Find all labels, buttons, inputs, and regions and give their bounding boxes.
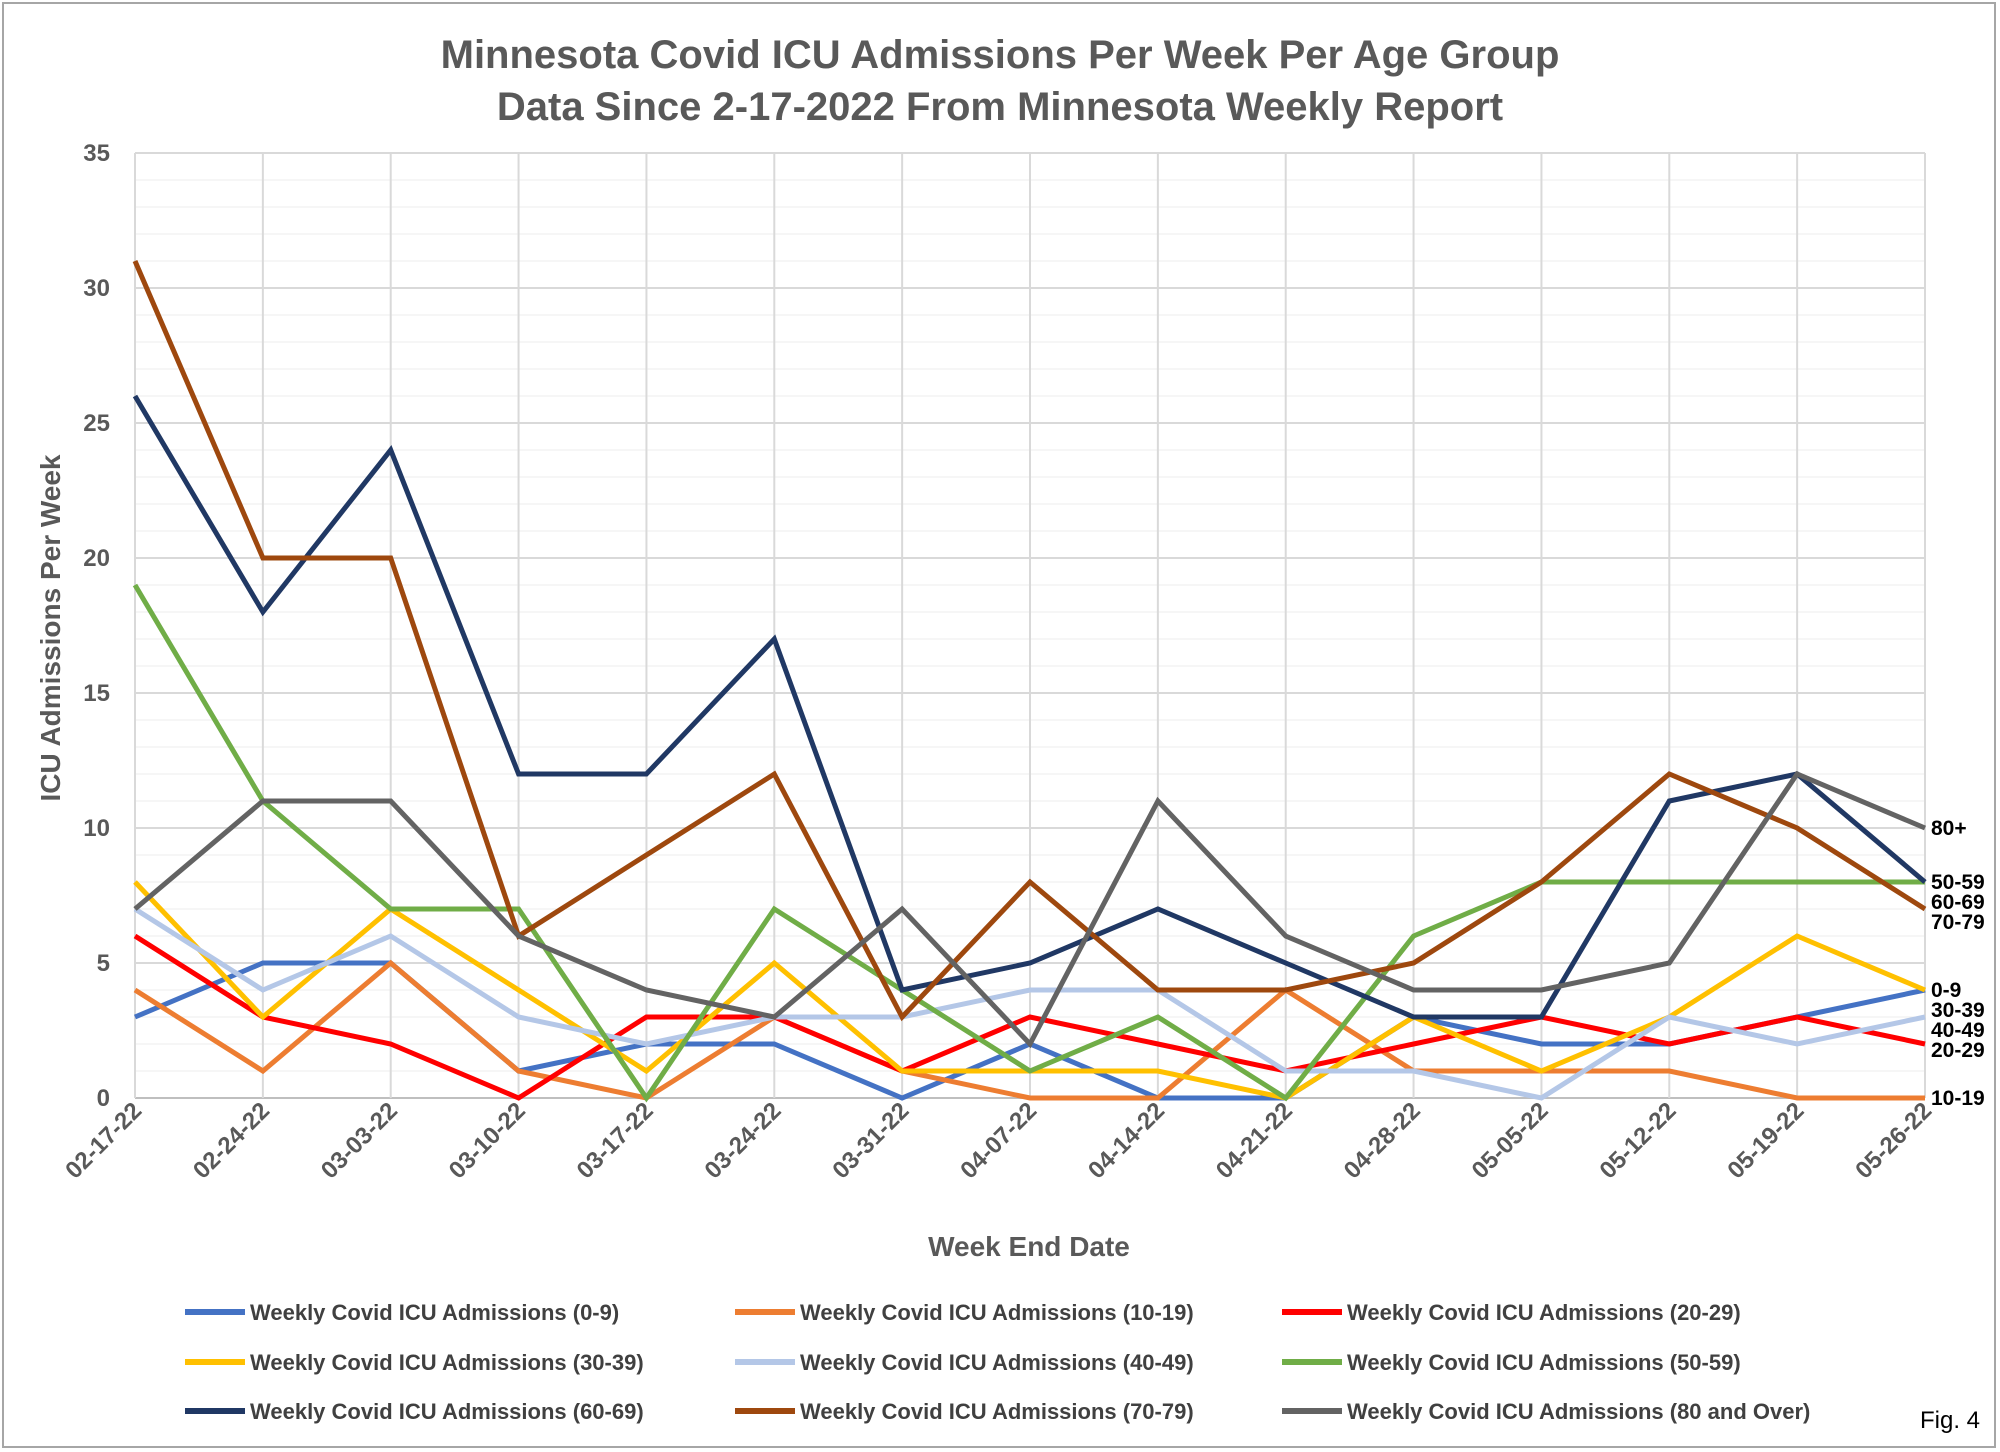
x-tick-label: 03-17-22	[572, 1097, 659, 1184]
legend-entry: Weekly Covid ICU Admissions (70-79)	[800, 1399, 1194, 1424]
series-end-label: 70-79	[1931, 911, 1985, 934]
series-lines	[132, 260, 1927, 1103]
series-end-label: 50-59	[1931, 871, 1985, 894]
x-axis-label: Week End Date	[928, 1231, 1130, 1262]
x-axis-ticks: 02-17-22 02-24-22 03-03-22 03-10-22 03-17-22…	[60, 1097, 1937, 1184]
y-tick-label: 25	[83, 410, 110, 437]
series-line-70-79	[132, 260, 1927, 1022]
x-tick-label: 05-19-22	[1722, 1097, 1809, 1184]
y-tick-label: 20	[83, 545, 110, 572]
x-tick-label: 04-28-22	[1339, 1097, 1426, 1184]
y-tick-label: 5	[97, 950, 110, 977]
series-end-label: 80+	[1931, 817, 1967, 840]
y-tick-label: 35	[83, 140, 110, 167]
series-line-10-19	[133, 959, 1925, 1101]
legend-entry: Weekly Covid ICU Admissions (80 and Over…	[1347, 1399, 1810, 1424]
x-tick-label: 05-26-22	[1850, 1097, 1937, 1184]
x-tick-label: 05-05-22	[1467, 1097, 1554, 1184]
y-axis-label: ICU Admissions Per Week	[35, 454, 66, 801]
y-tick-label: 0	[97, 1085, 110, 1112]
series-end-label: 20-29	[1931, 1039, 1985, 1062]
x-tick-label: 04-07-22	[955, 1097, 1042, 1184]
y-tick-label: 30	[83, 275, 110, 302]
legend-entry: Weekly Covid ICU Admissions (40-49)	[800, 1350, 1194, 1375]
series-line-60-69	[132, 394, 1927, 1020]
x-tick-label: 02-24-22	[188, 1097, 275, 1184]
series-line-80-plus	[133, 770, 1926, 1049]
y-tick-label: 10	[83, 815, 110, 842]
x-tick-label: 03-03-22	[316, 1097, 403, 1184]
legend-entry: Weekly Covid ICU Admissions (20-29)	[1347, 1300, 1741, 1325]
chart-title-line-2: Data Since 2-17-2022 From Minnesota Week…	[497, 85, 1503, 129]
series-end-label: 10-19	[1931, 1087, 1985, 1110]
gridlines	[134, 152, 1926, 1099]
legend-entry: Weekly Covid ICU Admissions (0-9)	[250, 1300, 619, 1325]
y-tick-label: 15	[83, 680, 110, 707]
series-end-label: 0-9	[1931, 979, 1961, 1002]
x-tick-label: 04-21-22	[1211, 1097, 1298, 1184]
legend-entry: Weekly Covid ICU Admissions (30-39)	[250, 1350, 644, 1375]
series-end-label: 30-39	[1931, 999, 1985, 1022]
series-line-50-59	[132, 583, 1925, 1103]
legend-entry: Weekly Covid ICU Admissions (10-19)	[800, 1300, 1194, 1325]
series-end-label: 40-49	[1931, 1019, 1985, 1042]
x-tick-label: 03-10-22	[444, 1097, 531, 1184]
chart-title-line-1: Minnesota Covid ICU Admissions Per Week …	[441, 33, 1560, 77]
legend-entry: Weekly Covid ICU Admissions (60-69)	[250, 1399, 644, 1424]
legend: Weekly Covid ICU Admissions (0-9) Weekly …	[185, 1300, 1810, 1424]
x-tick-label: 04-14-22	[1083, 1097, 1170, 1184]
x-tick-label: 05-12-22	[1594, 1097, 1681, 1184]
y-axis-ticks: 0 5 10 15 20 25 30 35	[83, 140, 110, 1112]
series-end-label: 60-69	[1931, 891, 1985, 914]
legend-entry: Weekly Covid ICU Admissions (50-59)	[1347, 1350, 1741, 1375]
x-tick-label: 03-24-22	[699, 1097, 786, 1184]
series-line-40-49	[133, 906, 1926, 1101]
figure-label: Fig. 4	[1920, 1407, 1980, 1434]
x-tick-label: 03-31-22	[827, 1097, 914, 1184]
